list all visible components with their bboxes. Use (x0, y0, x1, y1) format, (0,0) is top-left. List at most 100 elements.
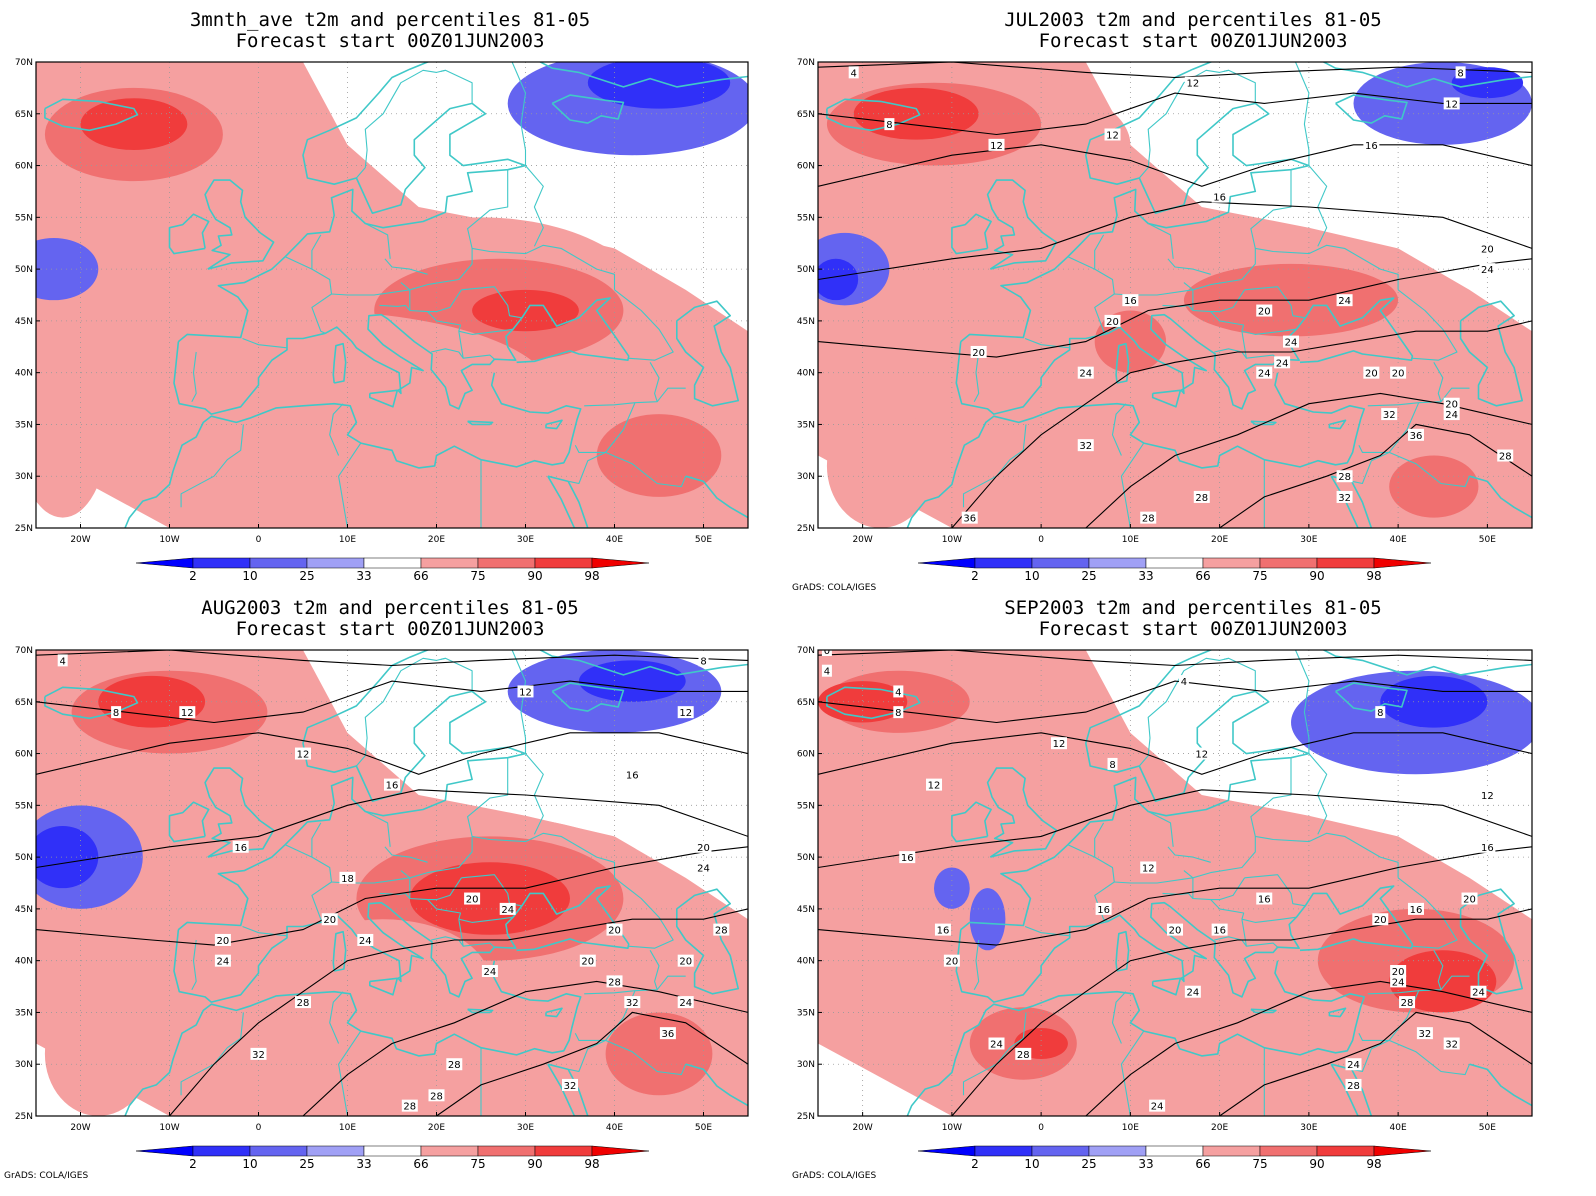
contour-label: 24 (1472, 988, 1485, 999)
coastline (1115, 930, 1130, 972)
border-line (379, 304, 411, 311)
lon-tick-label: 10E (339, 535, 356, 545)
colorbar-label: 66 (1195, 569, 1210, 583)
contour-label-bg (1407, 428, 1424, 441)
contour-label-bg (1077, 439, 1094, 452)
lon-tick-label: 0 (256, 535, 262, 545)
coastline (551, 94, 625, 124)
contour-label: 28 (430, 1091, 443, 1102)
contour-label: 24 (1079, 369, 1092, 380)
colorbar-label: 2 (971, 1157, 979, 1171)
contour-label-bg (1211, 190, 1228, 203)
border-line (311, 822, 322, 858)
contour-label: 20 (1106, 317, 1119, 328)
contour-label: 12 (928, 781, 941, 792)
colorbar-label: 98 (584, 1157, 599, 1171)
lat-tick-label: 60N (15, 162, 33, 172)
coastline (826, 98, 921, 132)
contour-label-bg (624, 996, 641, 1009)
lon-tick-label: 0 (1038, 1123, 1044, 1133)
border-line (338, 442, 362, 528)
contour-label-bg (934, 923, 951, 936)
colorbar-segment (420, 557, 479, 569)
contour-label-bg (1107, 757, 1118, 770)
lon-tick-label: 0 (256, 1123, 262, 1133)
contour-label-bg (677, 996, 694, 1009)
border-line (461, 286, 522, 319)
contour-label-bg (1363, 138, 1380, 151)
coastline (676, 300, 739, 407)
border-line (1223, 69, 1256, 104)
contour-label-bg (695, 840, 712, 853)
contour-label-bg (214, 954, 231, 967)
contour-label-bg (1443, 408, 1460, 421)
colorbar-label: 10 (1024, 1157, 1039, 1171)
lat-tick-label: 70N (15, 58, 33, 68)
lat-tick-label: 45N (15, 905, 33, 915)
coastline (1335, 682, 1408, 712)
coastline (427, 650, 748, 676)
coastline (685, 475, 748, 519)
contour-label-bg (624, 768, 641, 781)
colorbar-segment (1316, 557, 1375, 569)
contour-label: 12 (990, 141, 1003, 152)
contour-label-bg (926, 778, 943, 791)
contour-label: 12 (1445, 99, 1458, 110)
colorbar-segment (1202, 557, 1261, 569)
lat-tick-label: 65N (797, 110, 815, 120)
border-line (440, 657, 473, 692)
lat-tick-label: 60N (797, 750, 815, 760)
border-line (331, 169, 509, 296)
contour-label: 4 (60, 656, 66, 667)
coastline (545, 1007, 563, 1018)
lat-tick-label: 30N (15, 472, 33, 482)
contour-label-bg (1443, 97, 1460, 110)
contour-label: 12 (1142, 863, 1155, 874)
colorbar-segment (1259, 557, 1318, 569)
panel-jul2003: JUL2003 t2m and percentiles 81-05 Foreca… (790, 0, 1596, 598)
contour-label-bg (562, 1078, 578, 1091)
contour-label-bg (250, 1047, 267, 1060)
lat-tick-label: 30N (797, 472, 815, 482)
border-line (568, 451, 606, 485)
coastline (1469, 1063, 1532, 1107)
lon-tick-label: 30E (1300, 535, 1317, 545)
percentile-field-region (36, 351, 108, 518)
coastline (204, 179, 275, 270)
grads-credit: GrADS: COLA/IGES (792, 1171, 877, 1181)
contour-label-bg (179, 706, 196, 719)
contour-label-bg (1178, 675, 1189, 688)
percentile-field-region (44, 991, 152, 1116)
panel-title-line2: Forecast start 00Z01JUN2003 (1038, 30, 1348, 52)
colorbar-segment (534, 557, 593, 569)
lat-tick-label: 50N (15, 853, 33, 863)
grads-credit: GrADS: COLA/IGES (4, 1171, 89, 1181)
lat-tick-label: 55N (797, 213, 815, 223)
contour-label-bg (1122, 294, 1139, 307)
colorbar-segment (1145, 557, 1204, 569)
panel-3mnth-ave: 3mnth_ave t2m and percentiles 81-05 Fore… (0, 0, 780, 598)
lon-tick-label: 40E (606, 1123, 623, 1133)
contour-label: 24 (1338, 296, 1351, 307)
colorbar-label: 2 (189, 569, 197, 583)
coastline (986, 767, 1058, 858)
lat-tick-label: 65N (15, 110, 33, 120)
colorbar-label: 25 (1081, 569, 1096, 583)
colorbar-label: 33 (356, 1157, 371, 1171)
contour-label: 12 (1195, 750, 1208, 761)
contour-label: 12 (1186, 79, 1199, 90)
coastline (955, 885, 1414, 1003)
contour-label-bg (1336, 470, 1353, 483)
contour-label-bg (1095, 902, 1112, 915)
coastline (332, 342, 347, 384)
coastline (951, 801, 992, 843)
contour-label: 4 (851, 68, 857, 79)
colorbar-segment (1031, 1145, 1090, 1157)
contour-label: 28 (1195, 493, 1208, 504)
border-line (1138, 69, 1229, 179)
border-line (614, 289, 674, 361)
colorbar-arrow-low (917, 1145, 976, 1157)
contour-label-bg (698, 654, 709, 667)
isotherm-line (1219, 423, 1532, 528)
border-line (431, 936, 464, 947)
